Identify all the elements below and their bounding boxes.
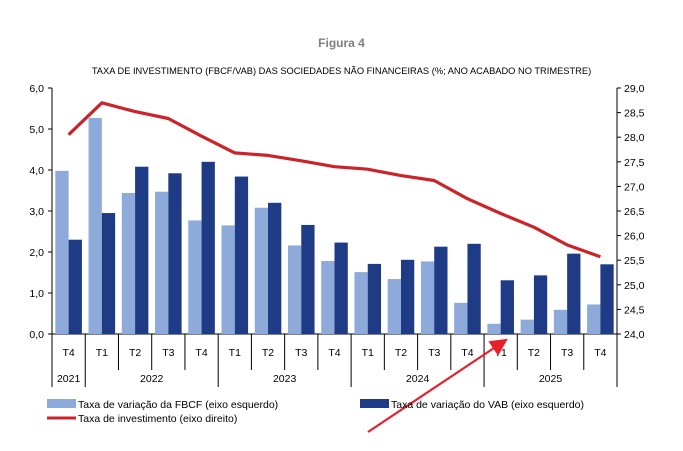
right-tick-label: 26,0 — [624, 231, 645, 243]
right-tick-label: 29,0 — [624, 83, 645, 95]
quarter-label: T3 — [295, 347, 307, 359]
bar-vab — [400, 259, 415, 334]
quarter-label: T2 — [262, 347, 274, 359]
bar-vab — [334, 242, 348, 334]
bar-vab — [434, 246, 448, 334]
right-tick-label: 24,5 — [624, 304, 645, 316]
bar-fbcf — [188, 220, 202, 334]
bar-fbcf — [454, 302, 468, 334]
left-tick-label: 6,0 — [29, 83, 44, 95]
legend-swatch — [360, 399, 389, 408]
bar-fbcf — [155, 191, 169, 334]
bar-vab — [268, 202, 282, 334]
quarter-label: T3 — [561, 347, 573, 359]
quarter-label: T4 — [461, 347, 473, 359]
year-label: 2025 — [539, 373, 563, 385]
legend-label: Taxa de variação da FBCF (eixo esquerdo) — [78, 399, 278, 411]
bar-fbcf — [487, 323, 501, 334]
quarter-label: T1 — [495, 347, 507, 359]
bar-fbcf — [88, 117, 102, 335]
figure-label: Figura 4 — [318, 36, 365, 50]
right-tick-label: 27,0 — [624, 181, 645, 193]
bar-vab — [467, 243, 481, 334]
bar-fbcf — [387, 279, 401, 334]
left-tick-label: 1,0 — [29, 288, 44, 300]
bar-fbcf — [321, 261, 335, 334]
bar-vab — [168, 173, 182, 334]
right-tick-label: 25,0 — [624, 280, 645, 292]
bars — [55, 117, 614, 335]
bar-vab — [567, 253, 581, 334]
bar-vab — [500, 280, 514, 334]
year-label: 2023 — [273, 373, 297, 385]
category-axis-labels: T4 T1 T2 T3 T4 T1 T2 T3 T4 T1 T2 T3 T4 T1 T2 T3 T4 2021 20… — [51, 334, 618, 387]
bar-vab — [301, 224, 315, 334]
annotation-arrow — [367, 338, 508, 433]
left-tick-label: 2,0 — [29, 247, 44, 259]
bar-vab — [101, 213, 116, 334]
bar-vab — [201, 161, 215, 334]
bar-vab — [533, 275, 548, 334]
year-label: 2022 — [140, 373, 164, 385]
bar-vab — [600, 264, 614, 334]
legend: Taxa de variação da FBCF (eixo esquerdo)… — [47, 399, 584, 425]
quarter-label: T2 — [395, 347, 407, 359]
bar-fbcf — [121, 192, 136, 334]
quarter-label: T2 — [528, 347, 540, 359]
quarter-label: T4 — [594, 347, 606, 359]
bar-fbcf — [221, 225, 235, 334]
line-series — [67, 101, 601, 259]
bar-fbcf — [587, 304, 601, 334]
right-tick-label: 28,0 — [624, 132, 645, 144]
quarter-label: T4 — [328, 347, 340, 359]
quarter-label: T3 — [162, 347, 174, 359]
legend-label: Taxa de investimento (eixo direito) — [78, 413, 237, 425]
bar-fbcf — [354, 272, 368, 334]
bar-fbcf — [420, 261, 435, 334]
bar-vab — [135, 166, 149, 334]
quarter-label: T2 — [129, 347, 141, 359]
bar-fbcf — [520, 319, 534, 334]
year-label: 2024 — [406, 373, 430, 385]
bar-fbcf — [287, 245, 302, 334]
bar-vab — [68, 239, 82, 334]
quarter-label: T4 — [195, 347, 207, 359]
year-label: 2021 — [57, 373, 81, 385]
quarter-label: T1 — [96, 347, 108, 359]
right-tick-label: 25,5 — [624, 255, 645, 267]
quarter-label: T1 — [229, 347, 241, 359]
right-tick-label: 24,0 — [624, 329, 645, 341]
chart-title: TAXA DE INVESTIMENTO (FBCF/VAB) DAS SOCI… — [91, 66, 592, 76]
legend-swatch — [47, 399, 76, 408]
right-tick-label: 27,5 — [624, 157, 645, 169]
legend-label: Taxa de variação do VAB (eixo esquerdo) — [391, 399, 584, 411]
quarter-label: T1 — [362, 347, 374, 359]
right-tick-label: 26,5 — [624, 206, 645, 218]
bar-vab — [234, 176, 249, 334]
left-tick-label: 0,0 — [29, 329, 44, 341]
bar-fbcf — [254, 207, 269, 334]
left-tick-label: 5,0 — [29, 124, 44, 136]
bar-fbcf — [55, 170, 69, 334]
left-tick-label: 3,0 — [29, 206, 44, 218]
left-tick-label: 4,0 — [29, 165, 44, 177]
investment-rate-line — [67, 101, 601, 259]
quarter-label: T4 — [62, 347, 74, 359]
bar-fbcf — [553, 309, 568, 334]
bar-vab — [367, 263, 382, 334]
quarter-label: T3 — [428, 347, 440, 359]
right-tick-label: 28,5 — [624, 108, 645, 120]
